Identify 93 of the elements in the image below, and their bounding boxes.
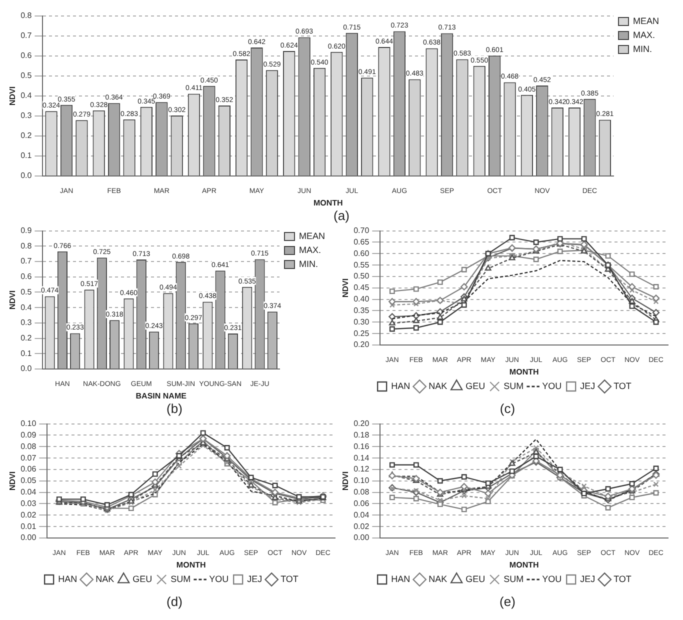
y-tick-label: 0.08 xyxy=(354,488,370,497)
y-tick-label: 0.08 xyxy=(20,442,37,451)
y-tick-label: 0.30 xyxy=(354,317,370,326)
legend-label: MIN. xyxy=(633,44,652,54)
y-tick-label: 0.04 xyxy=(20,488,37,497)
text: (c) xyxy=(498,401,516,416)
y-tick-label: 0.6 xyxy=(20,272,32,282)
x-axis-title: MONTH xyxy=(509,367,539,376)
legend-label: JEJ xyxy=(580,380,596,391)
y-tick-label: 0.02 xyxy=(354,522,370,531)
y-tick-label: 0.0 xyxy=(20,364,32,374)
y-tick-label: 0.04 xyxy=(354,510,370,520)
legend-label: JEJ xyxy=(580,574,596,584)
legend-label: JEJ xyxy=(247,574,262,584)
y-tick-label: 0.4 xyxy=(20,302,32,312)
y-tick-label: 0.07 xyxy=(20,453,37,462)
y-tick-label: 0.01 xyxy=(20,522,37,531)
y-tick-label: 0.16 xyxy=(354,442,370,451)
legend-label: SUM xyxy=(504,574,524,584)
text: (d) xyxy=(166,594,184,609)
legend-label: TOT xyxy=(280,574,299,584)
y-tick-label: 0.70 xyxy=(354,226,370,236)
x-axis-title: MONTH xyxy=(509,560,539,570)
y-tick-label: 0.10 xyxy=(354,476,370,486)
y-tick-label: 0.02 xyxy=(20,510,37,520)
y-tick-label: 0.14 xyxy=(354,453,370,462)
legend-label: NAK xyxy=(428,380,448,391)
y-tick-label: 0.6 xyxy=(20,51,32,60)
y-tick-label: 0.9 xyxy=(20,226,32,236)
y-tick-label: 0.40 xyxy=(354,294,370,304)
y-tick-label: 0.1 xyxy=(20,151,32,160)
legend-label: NAK xyxy=(96,574,114,584)
y-tick-label: 0.50 xyxy=(354,272,370,281)
x-axis-title: MONTH xyxy=(313,198,343,208)
legend-label: MEAN xyxy=(633,16,660,26)
y-tick-label: 0.2 xyxy=(20,131,32,140)
y-tick-label: 0.4 xyxy=(20,91,32,100)
y-axis-title: NDVI xyxy=(8,471,18,490)
y-tick-label: 0.3 xyxy=(20,111,32,120)
legend-label: SUM xyxy=(504,380,524,391)
text: (a) xyxy=(332,208,350,223)
y-axis-title: NDVI xyxy=(8,290,18,310)
legend-label: TOT xyxy=(614,574,632,584)
legend-label: YOU xyxy=(542,574,562,584)
y-tick-label: 0.3 xyxy=(20,318,32,328)
y-tick-label: 0.45 xyxy=(354,283,370,292)
y-tick-label: 0.60 xyxy=(354,248,370,258)
y-tick-label: 0.2 xyxy=(20,333,32,342)
x-axis-title: MONTH xyxy=(176,560,206,570)
y-tick-label: 0.1 xyxy=(20,348,32,358)
y-tick-label: 0.25 xyxy=(354,328,370,338)
legend-label: MAX. xyxy=(299,244,322,255)
legend-label: YOU xyxy=(542,380,562,391)
y-tick-label: 0.35 xyxy=(354,306,370,315)
y-tick-label: 0.7 xyxy=(20,256,32,266)
y-tick-label: 0.00 xyxy=(20,533,37,542)
y-tick-label: 0.20 xyxy=(354,419,370,428)
legend-label: MIN. xyxy=(299,258,318,269)
legend-label: MEAN xyxy=(299,230,326,241)
y-tick-label: 0.10 xyxy=(20,419,37,428)
text: (b) xyxy=(166,401,184,416)
legend-label: NAK xyxy=(428,574,448,584)
legend-label: GEU xyxy=(466,574,486,584)
legend-label: HAN xyxy=(391,574,410,584)
y-tick-label: 0.06 xyxy=(354,498,370,508)
y-tick-label: 0.06 xyxy=(20,464,37,474)
text: (e) xyxy=(498,594,516,609)
legend-label: GEU xyxy=(132,574,152,584)
y-tick-label: 0.55 xyxy=(354,260,370,270)
legend-label: TOT xyxy=(614,380,632,391)
y-tick-label: 0.12 xyxy=(354,464,370,474)
y-axis-title: NDVI xyxy=(341,278,350,298)
y-tick-label: 0.8 xyxy=(20,241,32,250)
y-tick-label: 0.5 xyxy=(20,71,32,80)
y-tick-label: 0.18 xyxy=(354,430,370,440)
y-tick-label: 0.5 xyxy=(20,287,32,296)
y-tick-label: 0.8 xyxy=(20,11,32,20)
y-tick-label: 0.05 xyxy=(20,476,37,486)
legend-label: MAX. xyxy=(633,30,656,40)
y-axis-title: NDVI xyxy=(341,471,350,490)
x-axis-title: BASIN NAME xyxy=(136,391,188,400)
legend-label: SUM xyxy=(170,574,191,584)
y-tick-label: 0.09 xyxy=(20,430,37,440)
y-axis-title: NDVI xyxy=(8,86,18,106)
y-tick-label: 0.00 xyxy=(354,533,370,542)
legend-label: HAN xyxy=(58,574,78,584)
y-tick-label: 0.7 xyxy=(20,31,32,40)
y-tick-label: 0.0 xyxy=(20,171,32,180)
y-tick-label: 0.03 xyxy=(20,498,37,508)
legend-label: GEU xyxy=(466,380,486,391)
legend-label: YOU xyxy=(209,574,229,584)
y-tick-label: 0.65 xyxy=(354,237,370,246)
y-tick-label: 0.20 xyxy=(354,340,370,350)
